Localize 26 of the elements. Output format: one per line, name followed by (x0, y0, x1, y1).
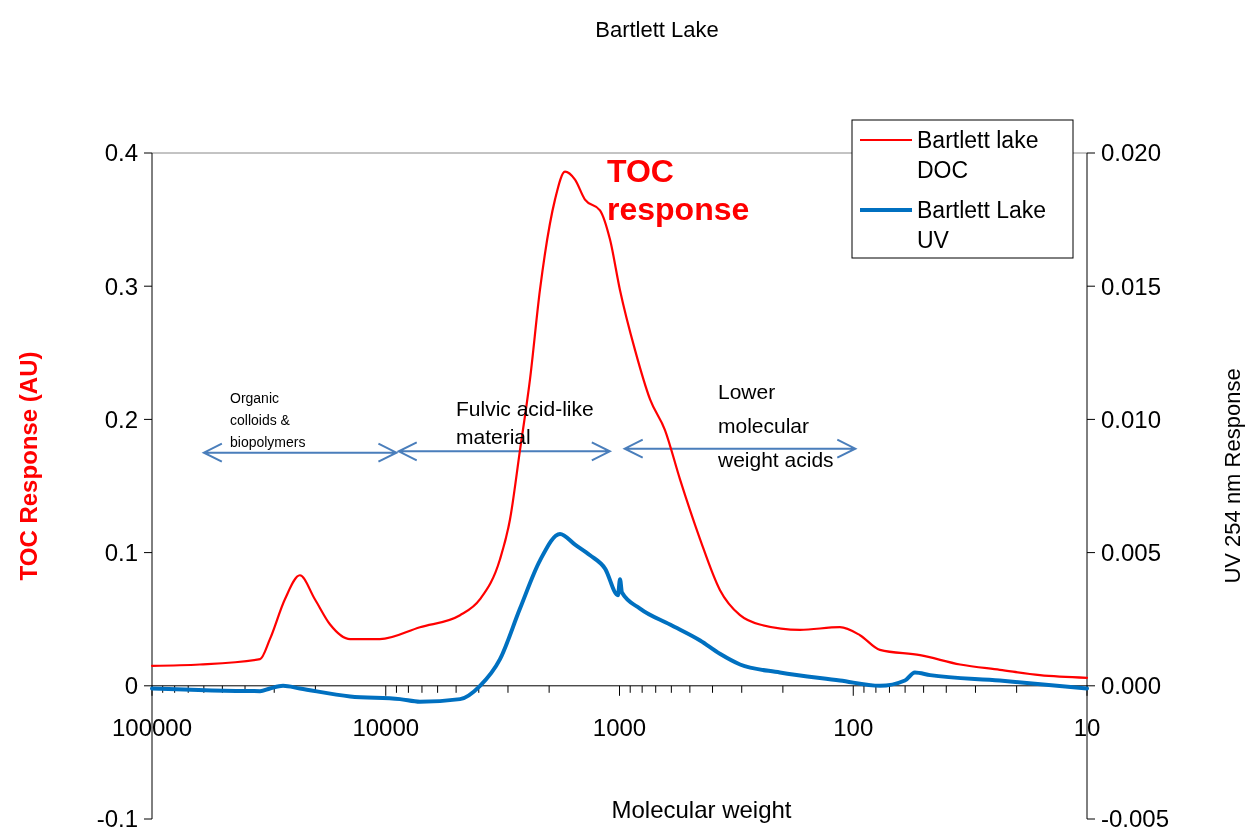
annotation: TOC response (607, 152, 750, 227)
chart-title: Bartlett Lake (595, 17, 719, 42)
y-tick-label: 0.2 (104, 405, 138, 433)
y2-tick-label: 0.020 (1101, 139, 1162, 167)
legend-label: Bartlett Lake UV (917, 197, 1047, 253)
y-tick-label: 0.1 (104, 539, 138, 566)
y-tick-label: -0.1 (96, 805, 138, 831)
y2-tick-label: -0.005 (1101, 805, 1170, 831)
y2-tick-label: 0.005 (1101, 539, 1162, 566)
x-tick-label: 100000 (111, 713, 193, 741)
x-tick-label: 10 (1073, 713, 1101, 741)
y-tick-label: 0.3 (104, 272, 138, 300)
annotation: Organic colloids & biopolymers (230, 390, 306, 451)
x-tick-label: 10000 (352, 713, 420, 741)
annotation: Lower molecular weight acids (717, 379, 834, 471)
legend-label: Bartlett lake DOC (917, 127, 1039, 183)
y2-tick-label: 0.000 (1101, 672, 1162, 700)
y-tick-label: 0 (124, 672, 138, 700)
y2-axis-title: UV 254 nm Response (1220, 368, 1245, 584)
y-tick-label: 0.4 (104, 139, 138, 167)
x-tick-label: 100 (833, 713, 874, 741)
y2-tick-label: 0.015 (1101, 272, 1162, 300)
y2-tick-label: 0.010 (1101, 405, 1162, 433)
x-axis-title: Molecular weight (611, 796, 792, 823)
x-tick-label: 1000 (592, 713, 647, 741)
y-axis-title: TOC Response (AU) (15, 351, 42, 581)
